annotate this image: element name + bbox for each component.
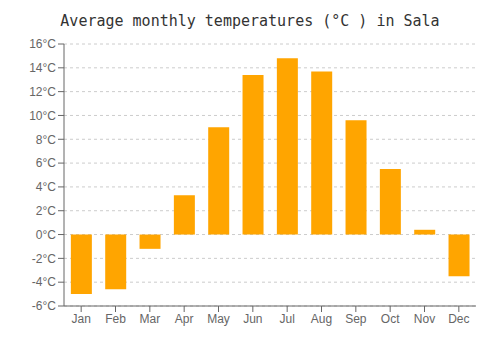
- svg-text:14°C: 14°C: [29, 61, 56, 75]
- svg-text:Mar: Mar: [139, 312, 160, 326]
- svg-text:Jun: Jun: [243, 312, 262, 326]
- svg-text:6°C: 6°C: [36, 156, 56, 170]
- svg-text:-2°C: -2°C: [32, 252, 56, 266]
- svg-text:Jan: Jan: [71, 312, 90, 326]
- svg-text:Aug: Aug: [311, 312, 332, 326]
- svg-text:-6°C: -6°C: [32, 299, 56, 313]
- svg-text:Apr: Apr: [175, 312, 194, 326]
- svg-text:Jul: Jul: [279, 312, 294, 326]
- svg-text:4°C: 4°C: [36, 180, 56, 194]
- svg-text:May: May: [207, 312, 230, 326]
- svg-text:12°C: 12°C: [29, 85, 56, 99]
- svg-text:Feb: Feb: [105, 312, 126, 326]
- svg-text:-4°C: -4°C: [32, 275, 56, 289]
- svg-text:Sep: Sep: [345, 312, 367, 326]
- svg-text:0°C: 0°C: [36, 228, 56, 242]
- svg-text:Dec: Dec: [448, 312, 469, 326]
- svg-text:2°C: 2°C: [36, 204, 56, 218]
- svg-text:8°C: 8°C: [36, 133, 56, 147]
- svg-text:Oct: Oct: [381, 312, 400, 326]
- html-text:Average monthly temperatures (: Average monthly temperatures (°C ) in Sa…: [60, 12, 440, 30]
- svg-text:16°C: 16°C: [29, 37, 56, 51]
- svg-text:10°C: 10°C: [29, 109, 56, 123]
- svg-text:Nov: Nov: [414, 312, 435, 326]
